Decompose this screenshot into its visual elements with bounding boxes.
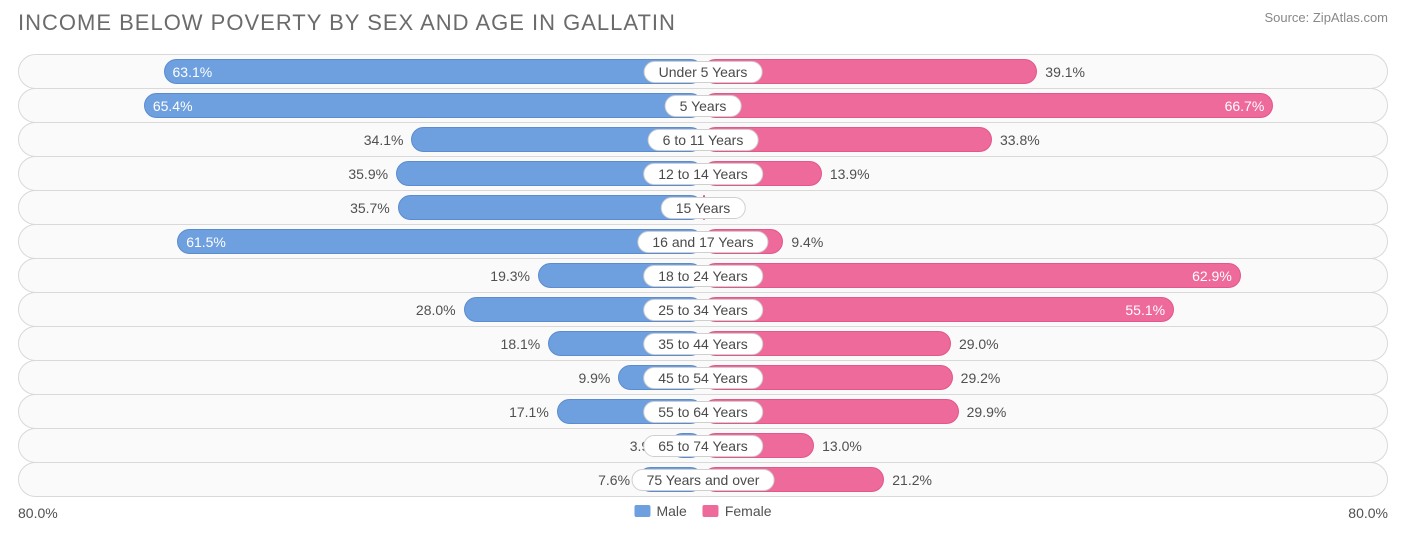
female-value-label: 21.2% — [892, 472, 932, 488]
female-value-label: 29.0% — [959, 336, 999, 352]
category-label: 16 and 17 Years — [637, 231, 768, 253]
male-value-label: 19.3% — [490, 268, 530, 284]
female-value-label: 39.1% — [1045, 64, 1085, 80]
female-bar: 55.1% — [703, 297, 1174, 322]
male-value-label: 7.6% — [598, 472, 630, 488]
axis-max-left: 80.0% — [18, 505, 58, 521]
male-bar: 61.5% — [177, 229, 703, 254]
category-label: 18 to 24 Years — [643, 265, 763, 287]
male-half: 3.9% — [19, 429, 703, 462]
male-half: 7.6% — [19, 463, 703, 496]
chart-row: 45 to 54 Years 9.9% 29.2% — [18, 360, 1388, 395]
chart-row: 65 to 74 Years3.9% 13.0% — [18, 428, 1388, 463]
male-half: 35.9% — [19, 157, 703, 190]
chart-row: 75 Years and over7.6% 21.2% — [18, 462, 1388, 497]
female-half: 39.1% — [703, 55, 1387, 88]
male-half: 63.1% — [19, 55, 703, 88]
chart-source: Source: ZipAtlas.com — [1264, 10, 1388, 25]
legend-female: Female — [703, 503, 772, 519]
female-value-label: 13.9% — [830, 166, 870, 182]
male-swatch-icon — [634, 505, 650, 517]
male-bar: 65.4% — [144, 93, 703, 118]
chart-row: 35 to 44 Years 18.1% 29.0% — [18, 326, 1388, 361]
category-label: 35 to 44 Years — [643, 333, 763, 355]
male-bar — [398, 195, 703, 220]
female-value-label: 13.0% — [822, 438, 862, 454]
male-value-label: 63.1% — [173, 64, 213, 80]
female-value-label: 62.9% — [1192, 268, 1232, 284]
chart-footer: 80.0% Male Female 80.0% — [18, 503, 1388, 529]
male-half: 65.4% — [19, 89, 703, 122]
male-value-label: 18.1% — [501, 336, 541, 352]
female-value-label: 55.1% — [1125, 302, 1165, 318]
male-value-label: 17.1% — [509, 404, 549, 420]
chart-row: 12 to 14 Years 35.9% 13.9% — [18, 156, 1388, 191]
chart-row: 55 to 64 Years 17.1% 29.9% — [18, 394, 1388, 429]
chart-rows: Under 5 Years 63.1% 39.1% 5 Years 65.4% 66.7%… — [18, 54, 1388, 497]
chart-row: 5 Years 65.4% 66.7% — [18, 88, 1388, 123]
male-half: 34.1% — [19, 123, 703, 156]
male-value-label: 35.9% — [348, 166, 388, 182]
female-half: 62.9% — [703, 259, 1387, 292]
male-bar: 63.1% — [164, 59, 704, 84]
male-value-label: 34.1% — [364, 132, 404, 148]
chart-row: 15 Years 35.7% 0.0% — [18, 190, 1388, 225]
female-value-label: 29.2% — [961, 370, 1001, 386]
male-half: 28.0% — [19, 293, 703, 326]
category-label: Under 5 Years — [644, 61, 763, 83]
chart-row: 6 to 11 Years 34.1% 33.8% — [18, 122, 1388, 157]
category-label: 12 to 14 Years — [643, 163, 763, 185]
male-half: 35.7% — [19, 191, 703, 224]
female-bar: 62.9% — [703, 263, 1241, 288]
category-label: 75 Years and over — [632, 469, 775, 491]
male-value-label: 61.5% — [186, 234, 226, 250]
female-value-label: 29.9% — [967, 404, 1007, 420]
female-value-label: 9.4% — [791, 234, 823, 250]
female-half: 33.8% — [703, 123, 1387, 156]
male-value-label: 28.0% — [416, 302, 456, 318]
female-half: 29.9% — [703, 395, 1387, 428]
male-half: 19.3% — [19, 259, 703, 292]
female-swatch-icon — [703, 505, 719, 517]
female-half: 29.2% — [703, 361, 1387, 394]
female-half: 55.1% — [703, 293, 1387, 326]
legend-male: Male — [634, 503, 686, 519]
male-half: 17.1% — [19, 395, 703, 428]
female-half: 21.2% — [703, 463, 1387, 496]
chart-row: 25 to 34 Years 28.0% 55.1% — [18, 292, 1388, 327]
female-half: 0.0% — [703, 191, 1387, 224]
chart-row: Under 5 Years 63.1% 39.1% — [18, 54, 1388, 89]
female-half: 29.0% — [703, 327, 1387, 360]
category-label: 15 Years — [661, 197, 746, 219]
female-value-label: 33.8% — [1000, 132, 1040, 148]
female-half: 9.4% — [703, 225, 1387, 258]
female-half: 66.7% — [703, 89, 1387, 122]
male-value-label: 35.7% — [350, 200, 390, 216]
legend-female-label: Female — [725, 503, 772, 519]
male-half: 18.1% — [19, 327, 703, 360]
category-label: 45 to 54 Years — [643, 367, 763, 389]
male-value-label: 9.9% — [578, 370, 610, 386]
male-half: 9.9% — [19, 361, 703, 394]
axis-max-right: 80.0% — [1348, 505, 1388, 521]
poverty-chart: INCOME BELOW POVERTY BY SEX AND AGE IN G… — [0, 0, 1406, 558]
male-half: 61.5% — [19, 225, 703, 258]
chart-header: INCOME BELOW POVERTY BY SEX AND AGE IN G… — [18, 10, 1388, 36]
category-label: 5 Years — [665, 95, 742, 117]
female-half: 13.0% — [703, 429, 1387, 462]
female-bar: 66.7% — [703, 93, 1273, 118]
category-label: 65 to 74 Years — [643, 435, 763, 457]
category-label: 55 to 64 Years — [643, 401, 763, 423]
male-value-label: 65.4% — [153, 98, 193, 114]
category-label: 25 to 34 Years — [643, 299, 763, 321]
female-half: 13.9% — [703, 157, 1387, 190]
category-label: 6 to 11 Years — [648, 129, 759, 151]
legend-male-label: Male — [656, 503, 686, 519]
chart-legend: Male Female — [634, 503, 771, 519]
chart-row: 16 and 17 Years 61.5% 9.4% — [18, 224, 1388, 259]
chart-row: 18 to 24 Years 19.3% 62.9% — [18, 258, 1388, 293]
chart-title: INCOME BELOW POVERTY BY SEX AND AGE IN G… — [18, 10, 676, 36]
female-value-label: 66.7% — [1225, 98, 1265, 114]
